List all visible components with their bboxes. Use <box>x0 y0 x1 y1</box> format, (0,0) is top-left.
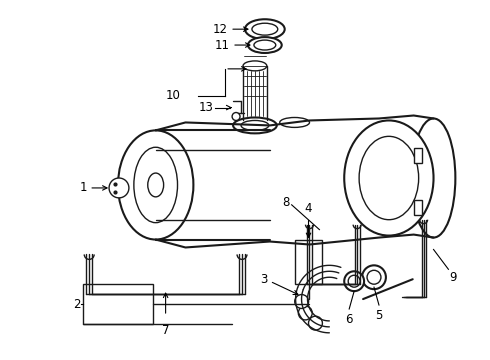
Ellipse shape <box>252 23 278 35</box>
Ellipse shape <box>280 117 310 127</box>
Ellipse shape <box>362 265 386 289</box>
Ellipse shape <box>294 294 309 309</box>
Bar <box>414 148 421 163</box>
Ellipse shape <box>148 173 164 197</box>
Ellipse shape <box>232 113 240 121</box>
Ellipse shape <box>233 117 277 133</box>
Ellipse shape <box>248 37 282 53</box>
Text: 3: 3 <box>261 273 268 286</box>
Ellipse shape <box>118 130 194 239</box>
Text: 13: 13 <box>198 101 213 114</box>
Bar <box>294 239 322 284</box>
Bar <box>83 284 153 324</box>
Ellipse shape <box>245 19 285 39</box>
Text: 10: 10 <box>166 89 180 102</box>
Text: 9: 9 <box>449 271 457 284</box>
Text: 1: 1 <box>80 181 87 194</box>
Text: 2: 2 <box>73 297 80 311</box>
Ellipse shape <box>348 275 360 287</box>
Ellipse shape <box>412 118 455 238</box>
Ellipse shape <box>309 316 322 330</box>
Text: 4: 4 <box>305 202 312 215</box>
Text: 7: 7 <box>162 324 170 337</box>
Ellipse shape <box>298 306 312 320</box>
Ellipse shape <box>367 270 381 284</box>
Text: 8: 8 <box>282 196 290 209</box>
Text: 12: 12 <box>213 23 228 36</box>
Text: 6: 6 <box>345 313 353 326</box>
Ellipse shape <box>109 178 129 198</box>
Ellipse shape <box>359 136 418 220</box>
Ellipse shape <box>254 40 276 50</box>
Text: 11: 11 <box>215 39 230 51</box>
Ellipse shape <box>243 61 267 71</box>
Text: 5: 5 <box>375 309 383 322</box>
Ellipse shape <box>344 271 364 291</box>
Ellipse shape <box>241 121 269 130</box>
Bar <box>414 200 421 215</box>
Ellipse shape <box>134 147 177 223</box>
Ellipse shape <box>344 121 434 235</box>
